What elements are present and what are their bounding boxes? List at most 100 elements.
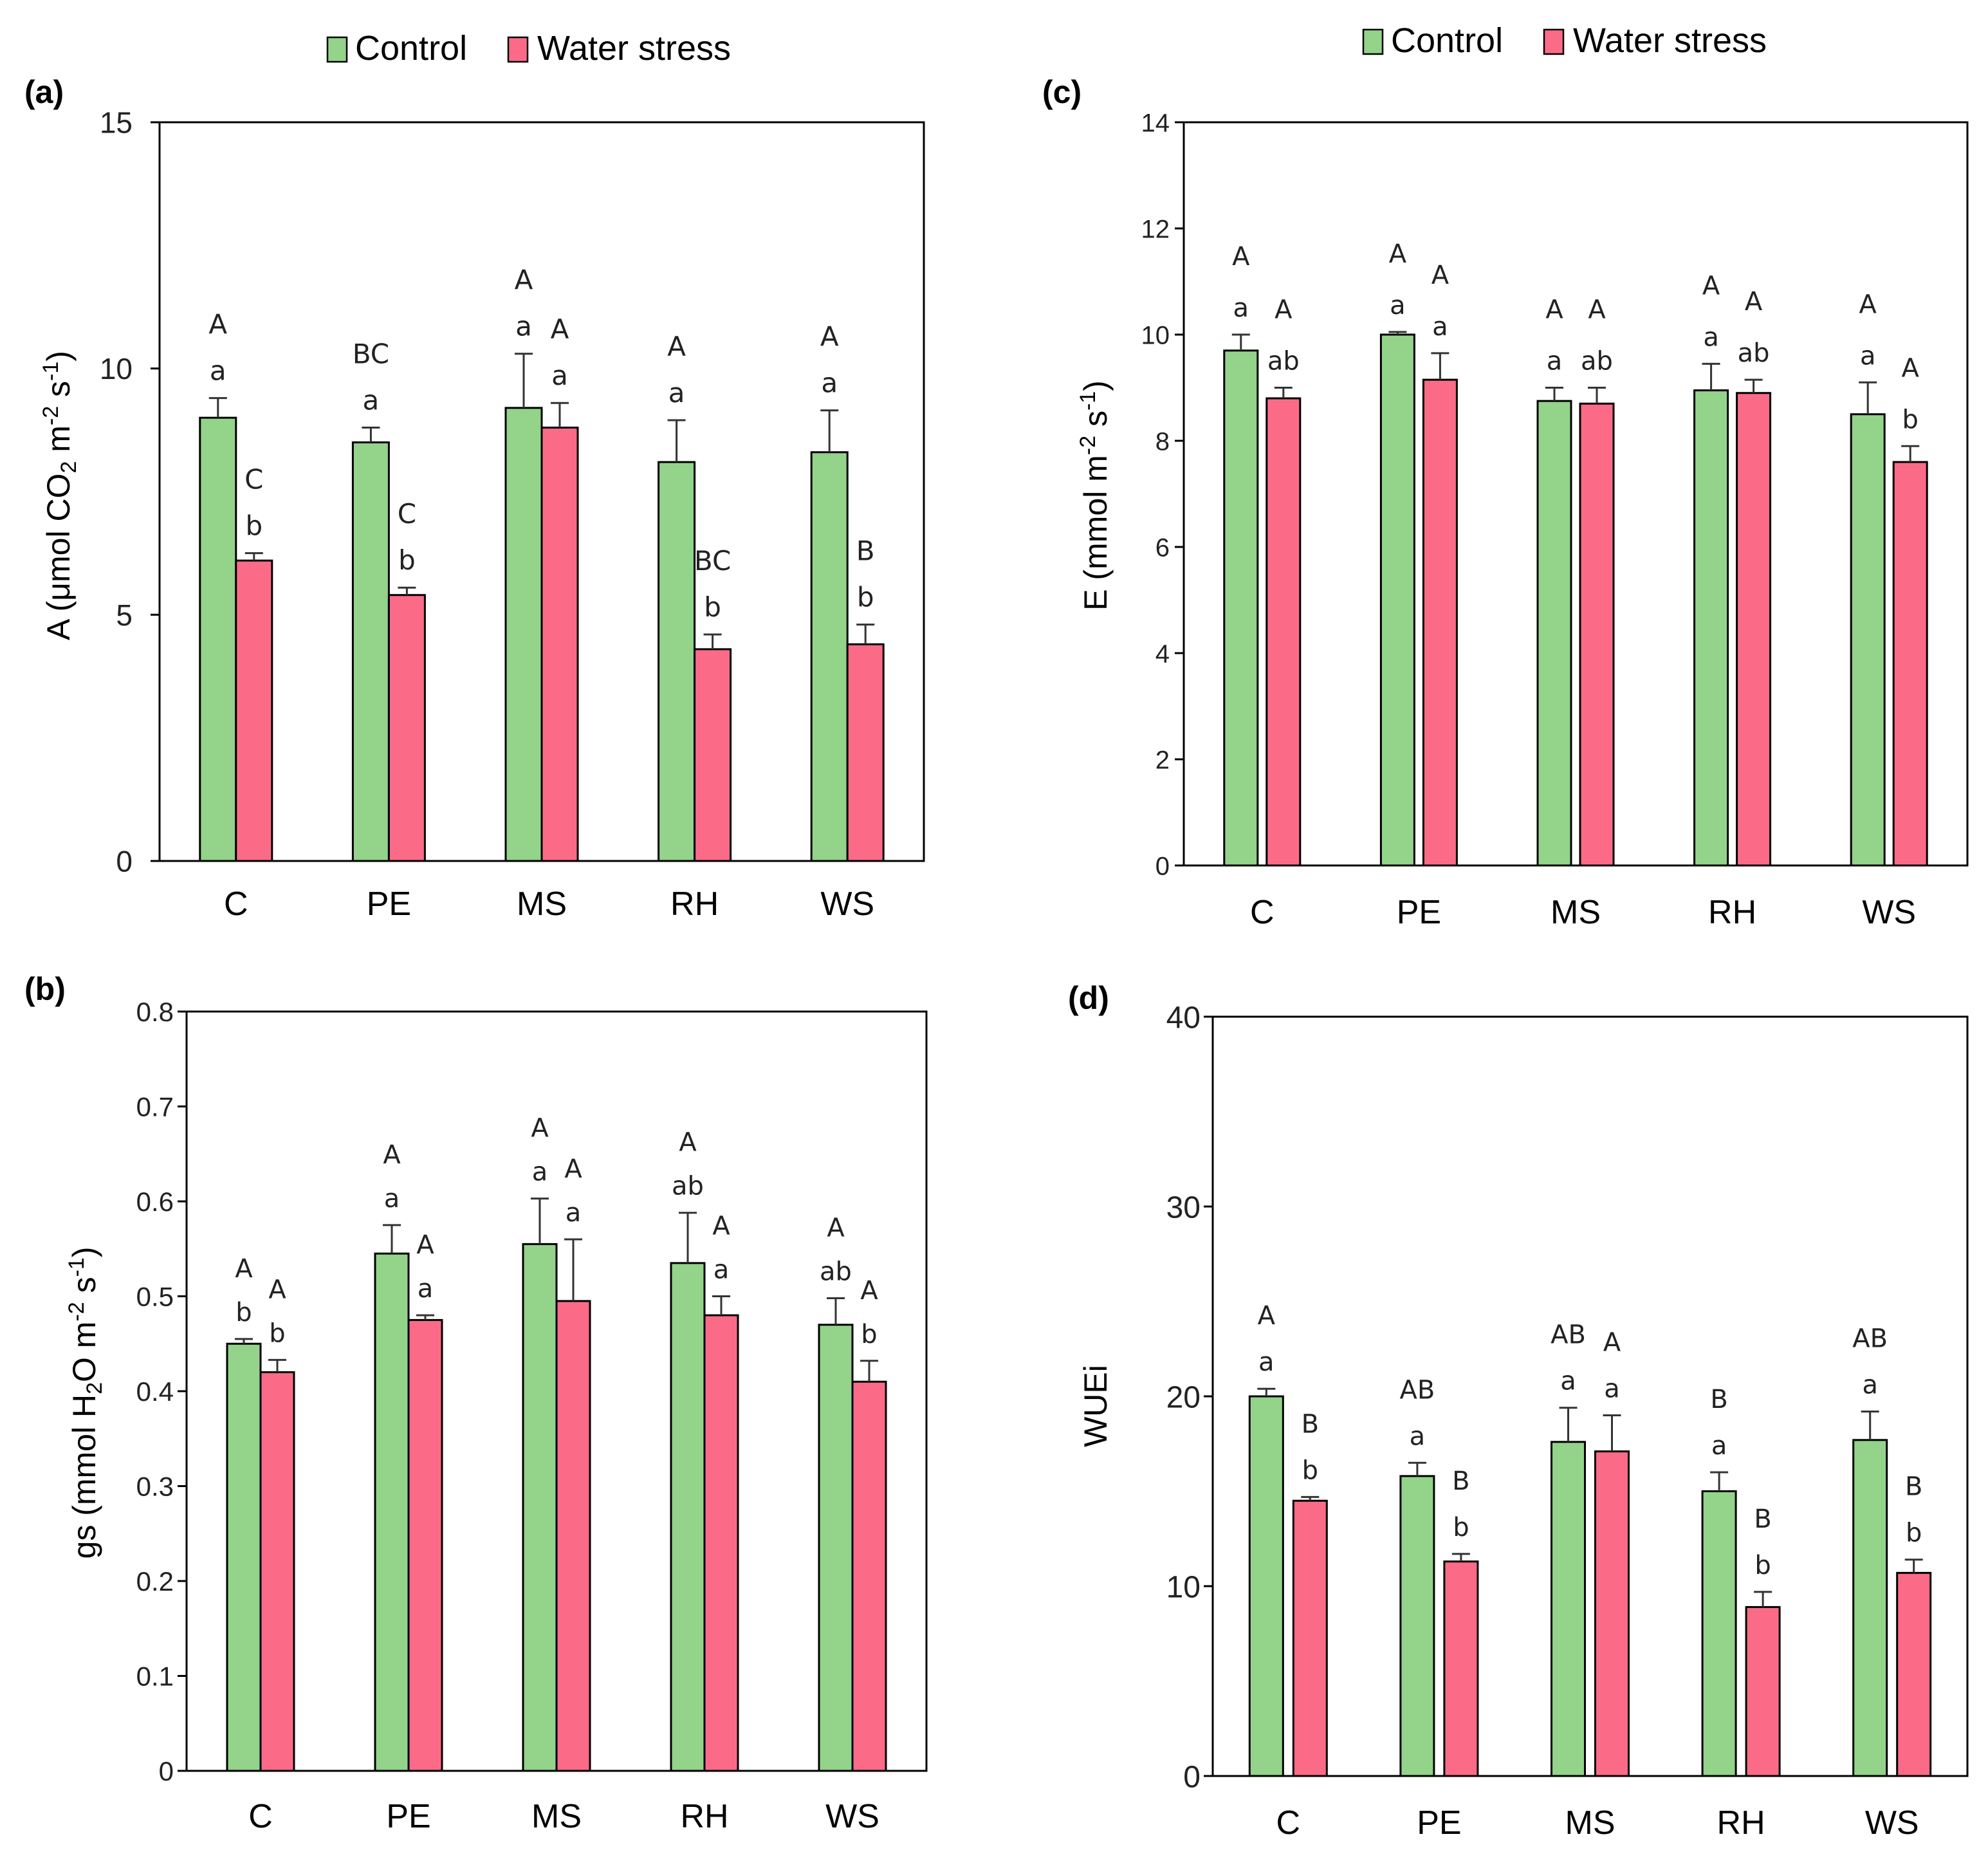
significance-letter-upper: B <box>1710 1385 1727 1414</box>
x-tick-label: RH <box>670 885 719 923</box>
bar-control <box>1248 1395 1284 1777</box>
bar-control <box>1551 1441 1586 1777</box>
significance-letter-upper: B <box>1905 1472 1922 1502</box>
significance-letter-lower: a <box>1711 1431 1727 1461</box>
y-axis-label: gs (mmol H2O m-2 s-1) <box>64 1247 107 1559</box>
bar-water-stress <box>694 648 732 862</box>
significance-letter-lower: b <box>398 544 416 576</box>
bar-control <box>1223 349 1259 867</box>
bar-control <box>199 416 237 862</box>
y-tick-label: 10 <box>1166 1570 1201 1604</box>
significance-letter-lower: a <box>1703 322 1719 352</box>
bar-water-stress <box>846 643 885 862</box>
significance-letter-upper: A <box>268 1275 286 1304</box>
x-tick-label: C <box>1250 894 1275 931</box>
significance-letter-lower: b <box>1754 1551 1771 1580</box>
legend-swatch-control <box>1362 28 1384 55</box>
bar-control <box>1379 333 1415 867</box>
y-axis-label-part: s <box>41 381 77 406</box>
significance-letter-upper: A <box>827 1213 845 1243</box>
bar-control <box>522 1243 558 1772</box>
significance-letter-lower: a <box>1258 1347 1275 1377</box>
y-tick-label: 0.3 <box>136 1472 174 1502</box>
y-axis-label: WUEi <box>1078 1365 1114 1447</box>
x-tick-label: PE <box>1417 1804 1461 1842</box>
y-tick-label: 0.8 <box>136 997 174 1027</box>
significance-letter-upper: C <box>244 464 263 495</box>
significance-letter-upper: A <box>564 1154 582 1184</box>
x-tick-label: MS <box>517 885 567 923</box>
y-tick-label: 14 <box>1141 109 1170 137</box>
significance-letter-lower: b <box>245 510 262 542</box>
bar-water-stress <box>1292 1499 1328 1777</box>
significance-letter-upper: B <box>1302 1409 1319 1439</box>
bar-control <box>504 407 543 862</box>
y-axis-label-part: ) <box>66 1247 102 1258</box>
bar-control <box>374 1252 410 1772</box>
significance-letter-lower: a <box>532 1158 548 1187</box>
significance-letter-lower: a <box>566 1198 582 1228</box>
significance-letter-upper: A <box>515 264 533 296</box>
y-tick-label: 2 <box>1155 746 1170 774</box>
bar-water-stress <box>1892 461 1928 867</box>
x-tick-label: MS <box>531 1798 582 1835</box>
x-tick-label: WS <box>1862 894 1916 931</box>
y-tick-label: 0.2 <box>136 1566 174 1596</box>
bar-control <box>1701 1490 1737 1777</box>
significance-letter-lower: a <box>1604 1374 1620 1404</box>
x-tick-label: RH <box>1717 1804 1765 1842</box>
bar-water-stress <box>1745 1605 1781 1777</box>
y-axis-label-part: 2 <box>82 1382 107 1394</box>
bar-water-stress <box>540 427 579 862</box>
legend-swatch-water-stress <box>507 36 529 63</box>
significance-letter-lower: a <box>668 377 685 409</box>
significance-letter-lower: a <box>1432 312 1448 342</box>
legend-top-left: Control Water stress <box>326 29 731 68</box>
significance-letter-lower: a <box>418 1274 434 1304</box>
significance-letter-lower: a <box>1560 1367 1576 1396</box>
y-tick-label: 0.5 <box>136 1282 174 1312</box>
legend-swatch-control <box>326 36 348 63</box>
significance-letter-upper: BC <box>694 545 731 577</box>
y-axis-label-part: ) <box>41 351 77 362</box>
legend-top-right: Control Water stress <box>1362 21 1767 60</box>
significance-letter-upper: A <box>1275 295 1293 325</box>
y-tick-label: 0 <box>159 1756 174 1786</box>
y-tick-label: 0 <box>1155 852 1170 880</box>
significance-letter-upper: AB <box>1399 1375 1435 1405</box>
y-axis-label: A (μmol CO2 m-2 s-1) <box>39 351 81 640</box>
panel-label: (a) <box>24 74 64 110</box>
significance-letter-lower: a <box>713 1255 730 1285</box>
y-axis-label-part: -1 <box>1076 391 1100 411</box>
bar-control <box>658 461 696 862</box>
significance-letter-upper: A <box>551 313 569 345</box>
significance-letter-lower: ab <box>672 1172 704 1201</box>
significance-letter-upper: A <box>1859 290 1877 319</box>
significance-letter-lower: a <box>821 367 838 399</box>
legend-label-water-stress: Water stress <box>537 29 731 68</box>
y-axis-label-part: -1 <box>39 362 63 381</box>
y-tick-label: 5 <box>116 598 133 632</box>
x-tick-label: WS <box>825 1798 879 1835</box>
bar-control <box>1536 400 1572 867</box>
significance-letter-upper: B <box>1754 1504 1771 1534</box>
y-axis-label-part: WUEi <box>1078 1365 1114 1447</box>
x-tick-label: WS <box>1865 1804 1919 1842</box>
panel-label: (c) <box>1042 74 1081 110</box>
significance-letter-lower: a <box>1390 291 1406 320</box>
significance-letter-upper: A <box>531 1114 549 1143</box>
bar-water-stress <box>407 1318 443 1772</box>
y-tick-label: 0.1 <box>136 1661 174 1692</box>
significance-letter-upper: A <box>1745 287 1763 317</box>
significance-letter-lower: a <box>551 360 568 391</box>
bar-water-stress <box>851 1380 887 1772</box>
x-tick-label: PE <box>1397 894 1441 931</box>
significance-letter-lower: a <box>1860 341 1876 371</box>
y-tick-label: 4 <box>1155 640 1170 668</box>
y-axis-label-part: -2 <box>39 406 63 425</box>
bar-water-stress <box>555 1300 591 1772</box>
y-tick-label: 0 <box>116 845 133 878</box>
significance-letter-upper: A <box>208 309 227 340</box>
